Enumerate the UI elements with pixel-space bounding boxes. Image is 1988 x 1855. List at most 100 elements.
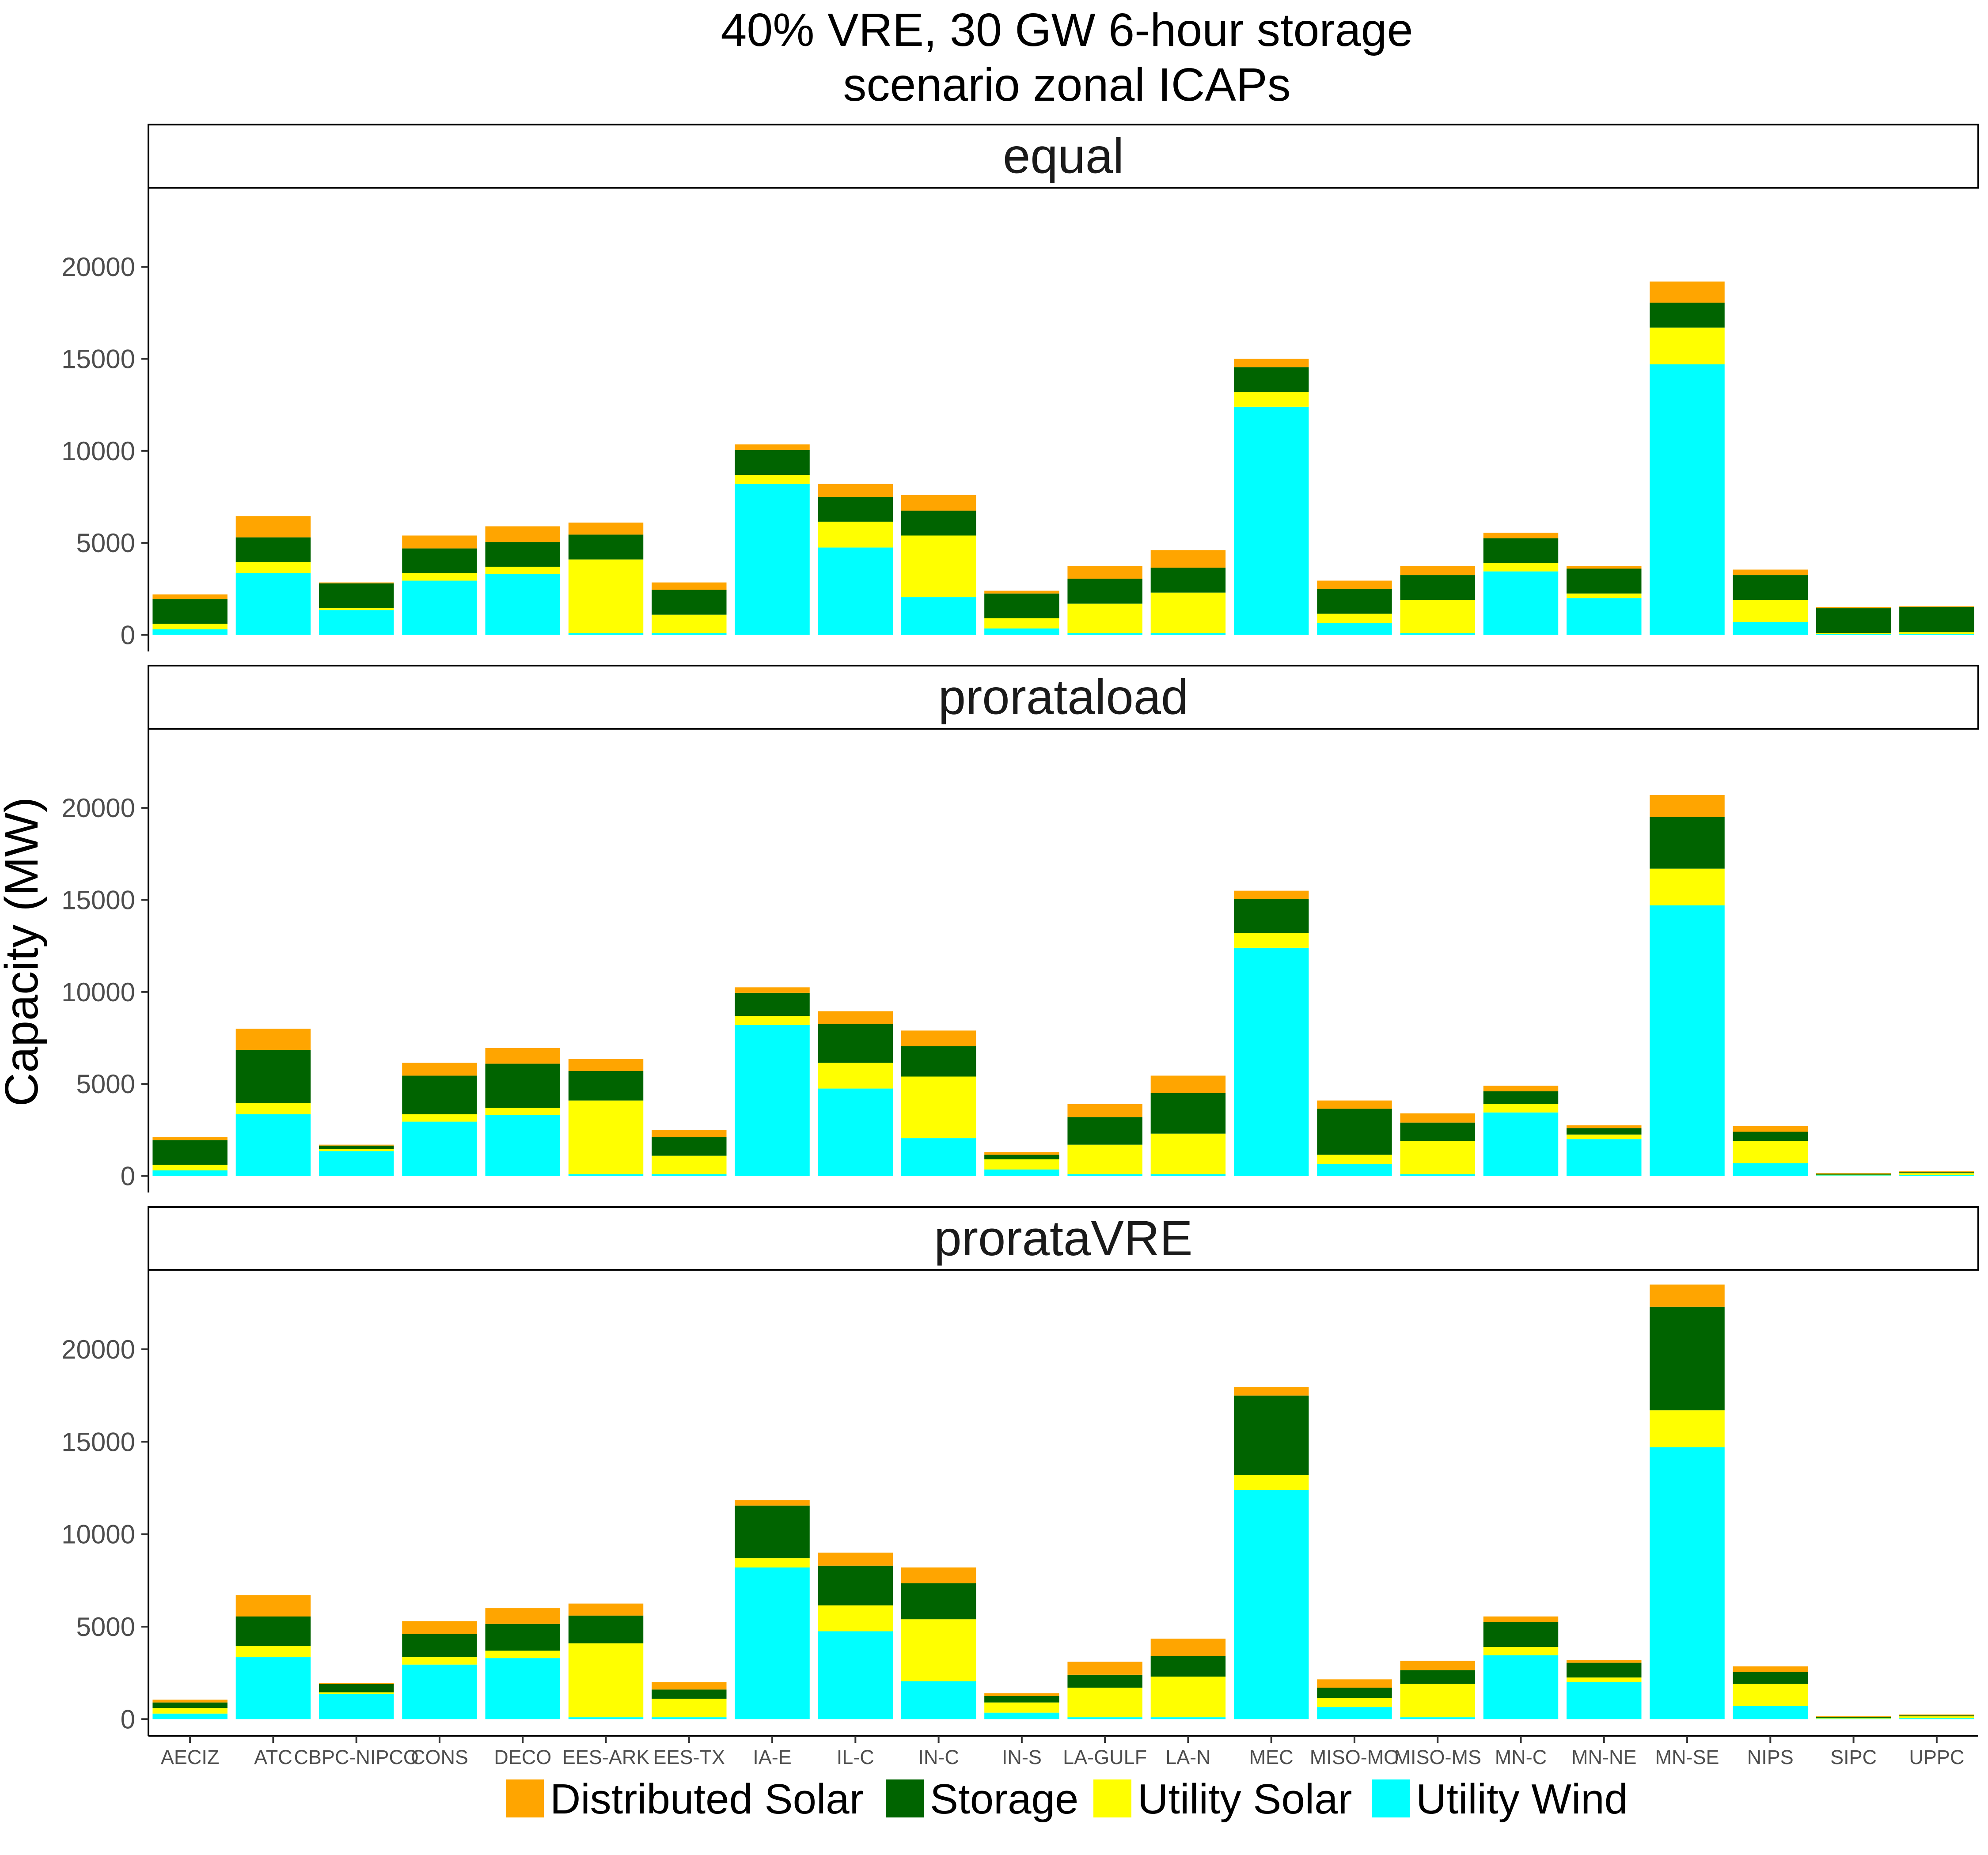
bar-segment-distributed-solar bbox=[901, 1567, 976, 1583]
bar-segment-utility-wind bbox=[1317, 623, 1392, 635]
bar-segment-distributed-solar bbox=[1816, 607, 1891, 609]
bar-segment-distributed-solar bbox=[235, 1029, 311, 1050]
bar-segment-utility-wind bbox=[1233, 1490, 1309, 1719]
bar-segment-utility-wind bbox=[1067, 1174, 1142, 1176]
bar-segment-utility-solar bbox=[901, 1619, 976, 1681]
bar-segment-storage bbox=[1733, 1672, 1808, 1684]
bar-segment-utility-solar bbox=[1650, 327, 1725, 364]
bar-segment-distributed-solar bbox=[402, 535, 477, 549]
bar-segment-distributed-solar bbox=[568, 1059, 644, 1071]
y-tick-label: 10000 bbox=[61, 1520, 135, 1549]
bar-segment-distributed-solar bbox=[1150, 1639, 1226, 1656]
bar-segment-utility-solar bbox=[901, 1076, 976, 1139]
bar-segment-utility-wind bbox=[319, 610, 394, 635]
x-tick-label: EES-ARK bbox=[562, 1746, 650, 1768]
bar-segment-storage bbox=[652, 1137, 727, 1156]
bar-segment-utility-wind bbox=[1567, 1682, 1642, 1719]
bar-segment-utility-wind bbox=[485, 1115, 560, 1176]
bar-segment-utility-wind bbox=[568, 1174, 644, 1176]
bar-segment-distributed-solar bbox=[235, 516, 311, 538]
bar-segment-distributed-solar bbox=[984, 1693, 1059, 1696]
bar-segment-utility-solar bbox=[568, 559, 644, 633]
bar-segment-storage bbox=[1733, 1132, 1808, 1141]
bar-segment-distributed-solar bbox=[1816, 1173, 1891, 1174]
bar-segment-utility-solar bbox=[402, 1657, 477, 1665]
bar-segment-utility-solar bbox=[319, 1692, 394, 1694]
bar-segment-utility-wind bbox=[1317, 1164, 1392, 1176]
bar-segment-utility-wind bbox=[1733, 1163, 1808, 1176]
bar-segment-utility-wind bbox=[1233, 947, 1309, 1176]
bar-segment-utility-solar bbox=[568, 1100, 644, 1174]
x-tick-label: NIPS bbox=[1747, 1746, 1794, 1768]
legend: Distributed Solar Storage Utility Solar Uti… bbox=[506, 1776, 1628, 1823]
bar-segment-storage bbox=[568, 534, 644, 560]
bar-segment-utility-wind bbox=[1150, 1717, 1226, 1719]
bar-segment-utility-solar bbox=[1650, 1410, 1725, 1447]
bar-segment-utility-solar bbox=[984, 618, 1059, 628]
facet-strip-label: prorataload bbox=[938, 670, 1189, 725]
bar-segment-storage bbox=[1233, 899, 1309, 933]
y-tick-label: 0 bbox=[121, 1162, 135, 1191]
bar-segment-storage bbox=[485, 1064, 560, 1108]
bar-segment-utility-solar bbox=[485, 567, 560, 574]
bar-segment-utility-solar bbox=[735, 1016, 810, 1025]
bar-segment-distributed-solar bbox=[1899, 1171, 1974, 1173]
x-tick-label: UPPC bbox=[1909, 1746, 1964, 1768]
bar-segment-utility-solar bbox=[1650, 868, 1725, 905]
facet-strip bbox=[148, 124, 1979, 189]
bar-segment-storage bbox=[901, 511, 976, 536]
bar-segment-distributed-solar bbox=[652, 1682, 727, 1690]
bar-segment-utility-wind bbox=[735, 484, 810, 635]
bar-segment-distributed-solar bbox=[818, 1011, 893, 1024]
bar-segment-utility-wind bbox=[1899, 634, 1974, 635]
bar-segment-utility-solar bbox=[1233, 392, 1309, 407]
bar-stacks bbox=[152, 1284, 1974, 1719]
bar-segment-utility-solar bbox=[1483, 563, 1559, 572]
bar-segment-utility-solar bbox=[1067, 603, 1142, 633]
x-tick-label: IL-C bbox=[837, 1746, 874, 1768]
bar-segment-utility-solar bbox=[1317, 1698, 1392, 1707]
bar-segment-utility-wind bbox=[818, 1088, 893, 1176]
bar-segment-distributed-solar bbox=[1567, 566, 1642, 569]
bar-segment-utility-solar bbox=[1067, 1144, 1142, 1174]
bar-segment-storage bbox=[319, 1145, 394, 1150]
bar-segment-utility-solar bbox=[1150, 1677, 1226, 1718]
bar-segment-utility-wind bbox=[1483, 1112, 1559, 1176]
bar-segment-distributed-solar bbox=[901, 1030, 976, 1046]
y-axis-label: Capacity (MW) bbox=[0, 797, 48, 1107]
bar-segment-storage bbox=[984, 1155, 1059, 1159]
y-tick-label: 5000 bbox=[76, 1612, 135, 1642]
bar-segment-utility-solar bbox=[1816, 633, 1891, 634]
bar-segment-utility-solar bbox=[818, 1063, 893, 1089]
bar-segment-storage bbox=[485, 542, 560, 567]
bar-segment-storage bbox=[1317, 1109, 1392, 1155]
bar-segment-distributed-solar bbox=[1233, 1387, 1309, 1396]
bar-segment-storage bbox=[1317, 1688, 1392, 1698]
facet-strip-label: prorataVRE bbox=[934, 1211, 1192, 1266]
bar-segment-utility-solar bbox=[235, 562, 311, 573]
bar-segment-storage bbox=[1483, 1091, 1559, 1104]
y-tick-label: 5000 bbox=[76, 1069, 135, 1099]
bar-segment-storage bbox=[152, 1140, 228, 1165]
bar-segment-utility-wind bbox=[1650, 905, 1725, 1176]
facet-strip-label: equal bbox=[1003, 129, 1124, 184]
legend-label: Storage bbox=[930, 1776, 1078, 1823]
bar-segment-storage bbox=[319, 1684, 394, 1692]
bar-segment-utility-wind bbox=[402, 1664, 477, 1719]
bar-segment-storage bbox=[319, 583, 394, 609]
bar-segment-utility-wind bbox=[1899, 1175, 1974, 1176]
bar-segment-utility-wind bbox=[1567, 598, 1642, 635]
y-tick-label: 0 bbox=[121, 621, 135, 650]
bar-segment-utility-wind bbox=[984, 1712, 1059, 1719]
bar-segment-storage bbox=[1816, 608, 1891, 633]
bar-segment-distributed-solar bbox=[1317, 1100, 1392, 1109]
bar-segment-distributed-solar bbox=[152, 594, 228, 599]
bar-segment-utility-solar bbox=[402, 1114, 477, 1122]
bar-segment-utility-solar bbox=[402, 573, 477, 581]
bar-segment-utility-solar bbox=[485, 1651, 560, 1658]
bar-segment-distributed-solar bbox=[485, 526, 560, 542]
bar-segment-utility-solar bbox=[1150, 592, 1226, 633]
bar-segment-storage bbox=[568, 1615, 644, 1643]
bar-segment-storage bbox=[485, 1624, 560, 1651]
bar-segment-utility-wind bbox=[1233, 406, 1309, 635]
